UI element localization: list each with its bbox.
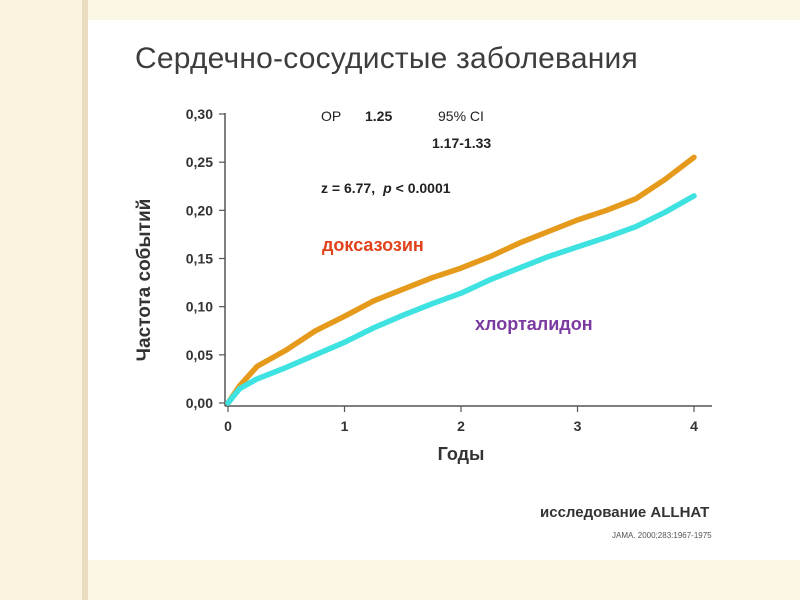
series-line-doxazosin <box>225 154 697 406</box>
page-edge-strip <box>82 0 88 600</box>
chart-series <box>225 154 697 406</box>
y-tick-label: 0,05 <box>186 347 213 363</box>
series-label-chlorthalidone: хлорталидон <box>475 314 593 334</box>
rr-label: ОР <box>321 108 341 124</box>
x-tick-label: 2 <box>457 418 465 434</box>
stats-annotation: ОР 1.25 95% CI 1.17-1.33 z = 6.77, p < 0.0… <box>321 108 491 196</box>
series-line-chlorthalidone <box>225 193 697 406</box>
x-axis-label: Годы <box>438 444 485 464</box>
z-text: z = 6.77, <box>321 180 375 196</box>
citation: JAMA. 2000;283:1967-1975 <box>612 531 712 540</box>
y-tick-label: 0,00 <box>186 395 213 411</box>
ci-value: 1.17-1.33 <box>432 135 491 151</box>
x-tick-label: 0 <box>224 418 232 434</box>
y-tick-label: 0,30 <box>186 106 213 122</box>
x-tick-label: 4 <box>690 418 698 434</box>
y-tick-label: 0,25 <box>186 154 213 170</box>
y-tick-label: 0,15 <box>186 251 213 267</box>
y-axis-label: Частота событий <box>134 199 155 362</box>
slide-title: Сердечно-сосудистые заболевания <box>135 42 638 75</box>
rr-value: 1.25 <box>365 108 392 124</box>
slide-bottom-margin <box>88 560 800 600</box>
page-edge-left <box>0 0 88 600</box>
y-tick-label: 0,10 <box>186 299 213 315</box>
y-ticks: 0,00 0,05 0,10 0,15 0,20 0,25 0,30 <box>186 106 225 411</box>
ci-label: 95% CI <box>438 108 484 124</box>
x-tick-label: 3 <box>574 418 582 434</box>
slide-background <box>88 20 800 560</box>
x-ticks: 0 1 2 3 4 <box>224 406 698 434</box>
z-statistic: z = 6.77, p < 0.0001 <box>321 180 451 196</box>
series-label-doxazosin: доксазозин <box>322 235 424 255</box>
p-text: < 0.0001 <box>396 180 451 196</box>
p-symbol: p <box>382 180 392 196</box>
x-tick-label: 1 <box>341 418 349 434</box>
y-tick-label: 0,20 <box>186 202 213 218</box>
study-name: исследование ALLHAT <box>540 504 710 521</box>
